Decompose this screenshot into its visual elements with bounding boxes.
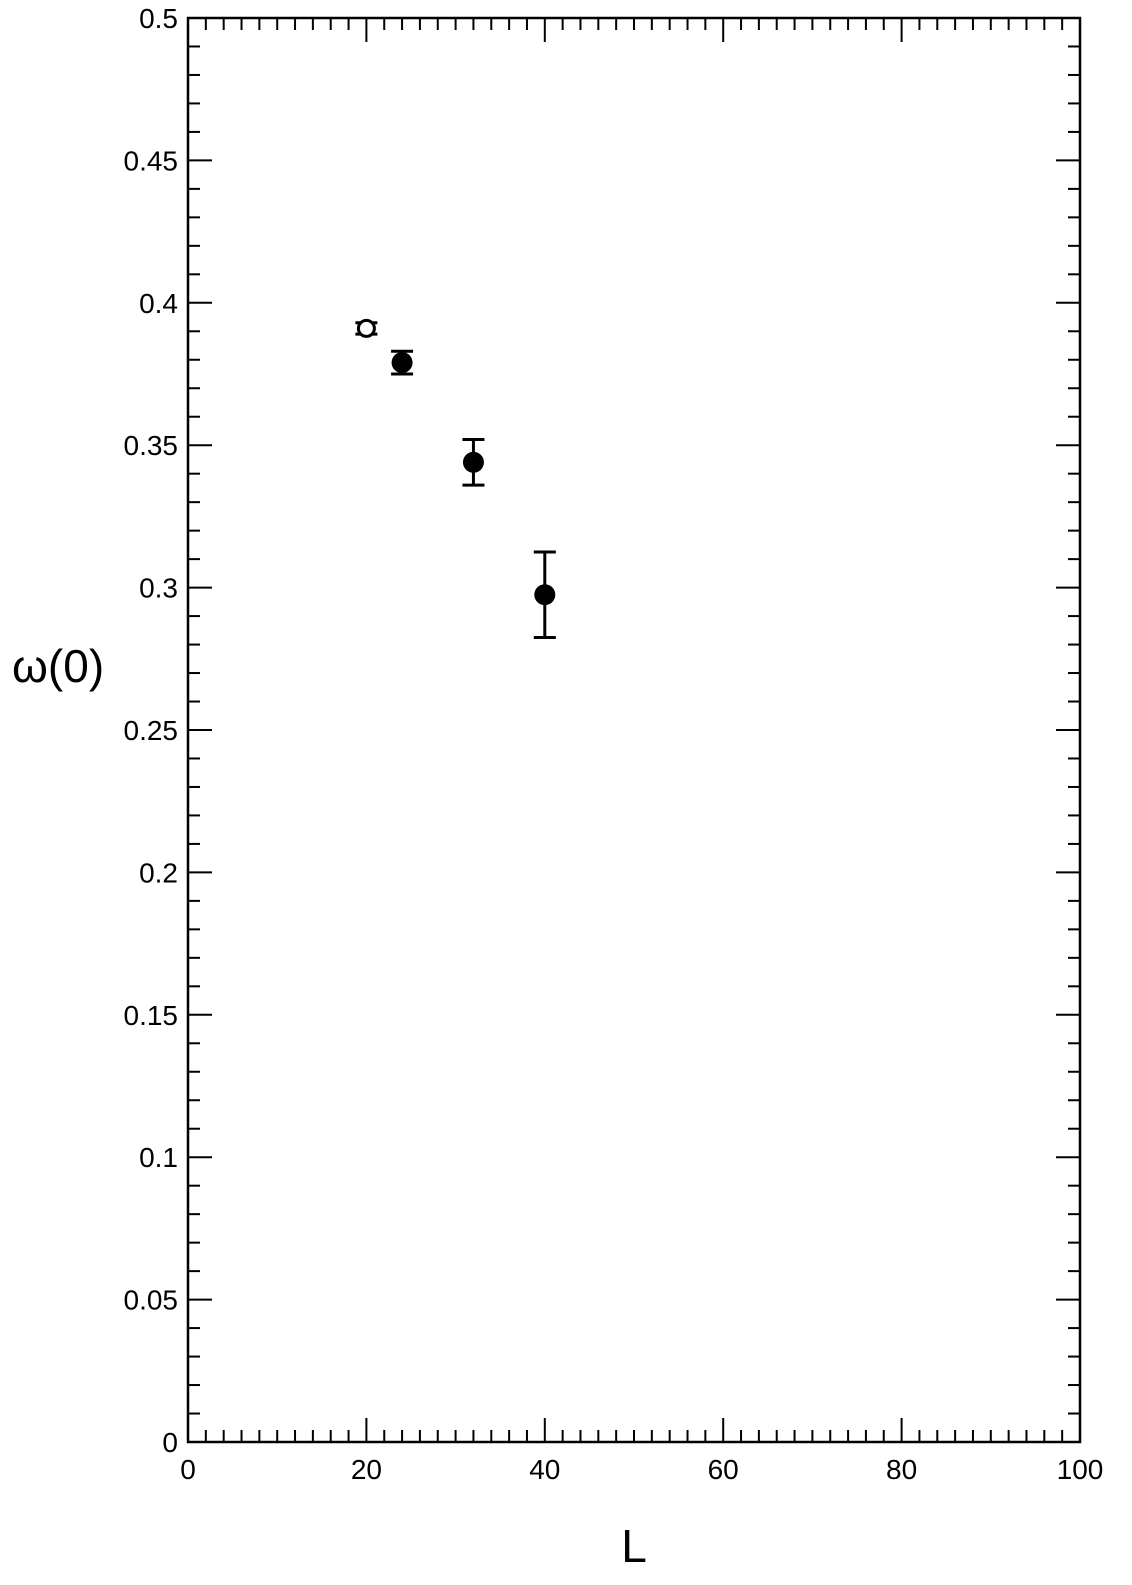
- y-tick-label: 0.5: [139, 3, 178, 34]
- y-tick-labels: 0 0.05 0.1 0.15 0.2 0.25 0.3 0.35 0.4 0.45 0.5: [124, 3, 179, 1458]
- major-ticks: [187, 17, 1081, 1443]
- marker-open-circle: [356, 318, 376, 338]
- x-tick-label: 80: [886, 1454, 917, 1485]
- y-tick-label: 0.1: [139, 1142, 178, 1173]
- data-points: [355, 318, 556, 639]
- marker-filled-circle: [534, 584, 556, 606]
- data-point: [462, 438, 485, 487]
- y-tick-label: 0.45: [124, 145, 179, 176]
- x-tick-labels: 0 20 40 60 80 100: [180, 1454, 1103, 1485]
- y-tick-label: 0.4: [139, 288, 178, 319]
- marker-filled-circle: [391, 352, 413, 374]
- marker-filled-circle: [462, 451, 484, 473]
- data-point: [355, 318, 378, 338]
- plot-frame: [186, 16, 1082, 1444]
- y-tick-label: 0: [162, 1427, 178, 1458]
- x-tick-label: 40: [529, 1454, 560, 1485]
- y-tick-label: 0.35: [124, 430, 179, 461]
- minor-ticks: [188, 18, 1080, 1442]
- y-tick-label: 0.2: [139, 857, 178, 888]
- data-point: [391, 349, 414, 376]
- y-tick-label: 0.3: [139, 573, 178, 604]
- x-tick-label: 20: [351, 1454, 382, 1485]
- x-tick-label: 0: [180, 1454, 196, 1485]
- y-tick-label: 0.25: [124, 715, 179, 746]
- x-axis-title: L: [621, 1520, 647, 1572]
- data-point: [533, 550, 556, 639]
- x-tick-label: 60: [708, 1454, 739, 1485]
- y-axis-title: ω(0): [12, 640, 104, 692]
- x-tick-label: 100: [1057, 1454, 1104, 1485]
- y-tick-label: 0.05: [124, 1285, 179, 1316]
- y-tick-label: 0.15: [124, 1000, 179, 1031]
